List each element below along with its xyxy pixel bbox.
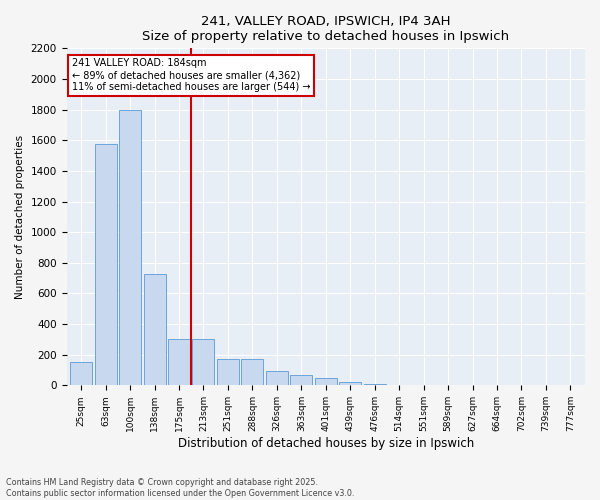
Bar xyxy=(266,371,288,386)
X-axis label: Distribution of detached houses by size in Ipswich: Distribution of detached houses by size … xyxy=(178,437,474,450)
Bar xyxy=(241,360,263,386)
Bar xyxy=(193,340,214,386)
Bar xyxy=(315,378,337,386)
Bar xyxy=(388,384,410,386)
Bar xyxy=(70,362,92,386)
Text: Contains HM Land Registry data © Crown copyright and database right 2025.
Contai: Contains HM Land Registry data © Crown c… xyxy=(6,478,355,498)
Bar xyxy=(168,340,190,386)
Y-axis label: Number of detached properties: Number of detached properties xyxy=(15,135,25,299)
Bar xyxy=(364,384,386,386)
Bar xyxy=(217,360,239,386)
Bar xyxy=(290,374,313,386)
Bar xyxy=(95,144,116,386)
Bar xyxy=(143,274,166,386)
Text: 241 VALLEY ROAD: 184sqm
← 89% of detached houses are smaller (4,362)
11% of semi: 241 VALLEY ROAD: 184sqm ← 89% of detache… xyxy=(72,58,310,92)
Bar xyxy=(119,110,141,386)
Bar xyxy=(339,382,361,386)
Title: 241, VALLEY ROAD, IPSWICH, IP4 3AH
Size of property relative to detached houses : 241, VALLEY ROAD, IPSWICH, IP4 3AH Size … xyxy=(142,15,509,43)
